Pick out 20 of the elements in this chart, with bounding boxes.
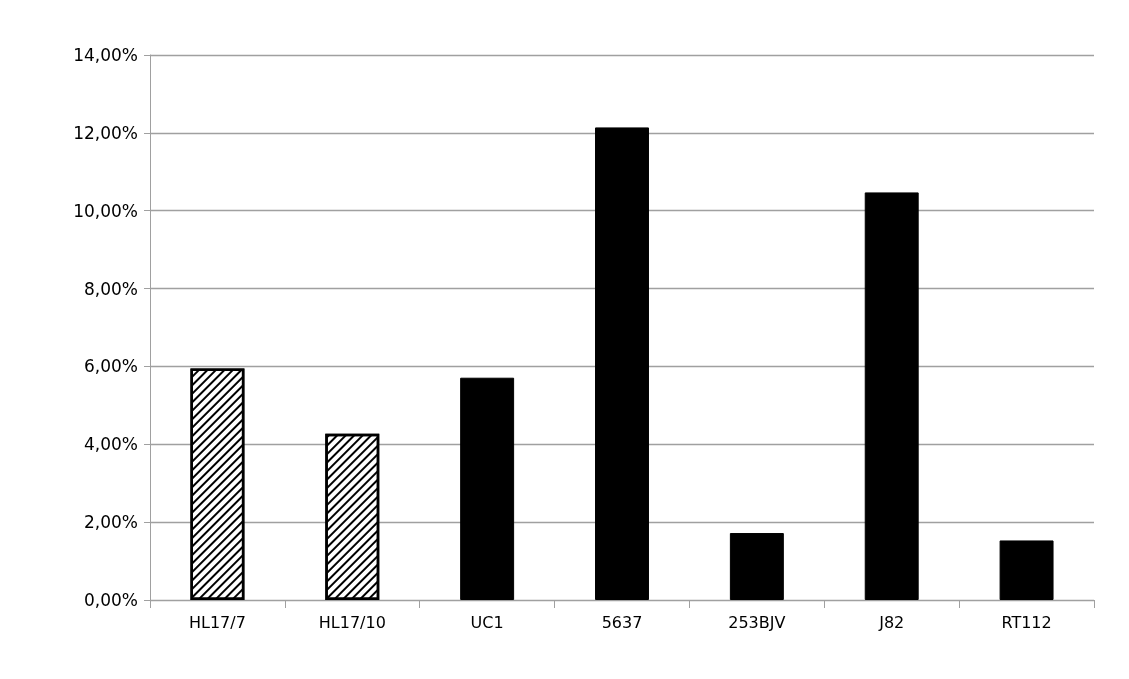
x-tick-label: HL17/7 — [188, 612, 246, 632]
y-tick-label: 6,00% — [83, 356, 138, 377]
x-tick-label: HL17/10 — [318, 612, 386, 632]
bar — [595, 127, 649, 600]
bar — [864, 192, 919, 600]
y-tick-label: 2,00% — [83, 512, 138, 533]
y-tick-label: 0,00% — [83, 590, 138, 610]
bar — [729, 533, 784, 600]
y-tick-label: 4,00% — [83, 434, 138, 455]
x-tick-label: J82 — [878, 612, 905, 632]
x-tick-label: UC1 — [470, 612, 504, 632]
y-tick-label: 10,00% — [73, 200, 138, 221]
x-tick-label: 5637 — [601, 612, 643, 632]
bar — [999, 540, 1054, 600]
x-tick-label: 253BJV — [728, 612, 786, 632]
y-tick-label: 12,00% — [73, 122, 138, 143]
y-tick-label: 8,00% — [83, 278, 138, 299]
bar — [460, 377, 515, 600]
y-tick-label: 14,00% — [73, 45, 138, 65]
x-tick-label: RT112 — [1001, 612, 1052, 632]
